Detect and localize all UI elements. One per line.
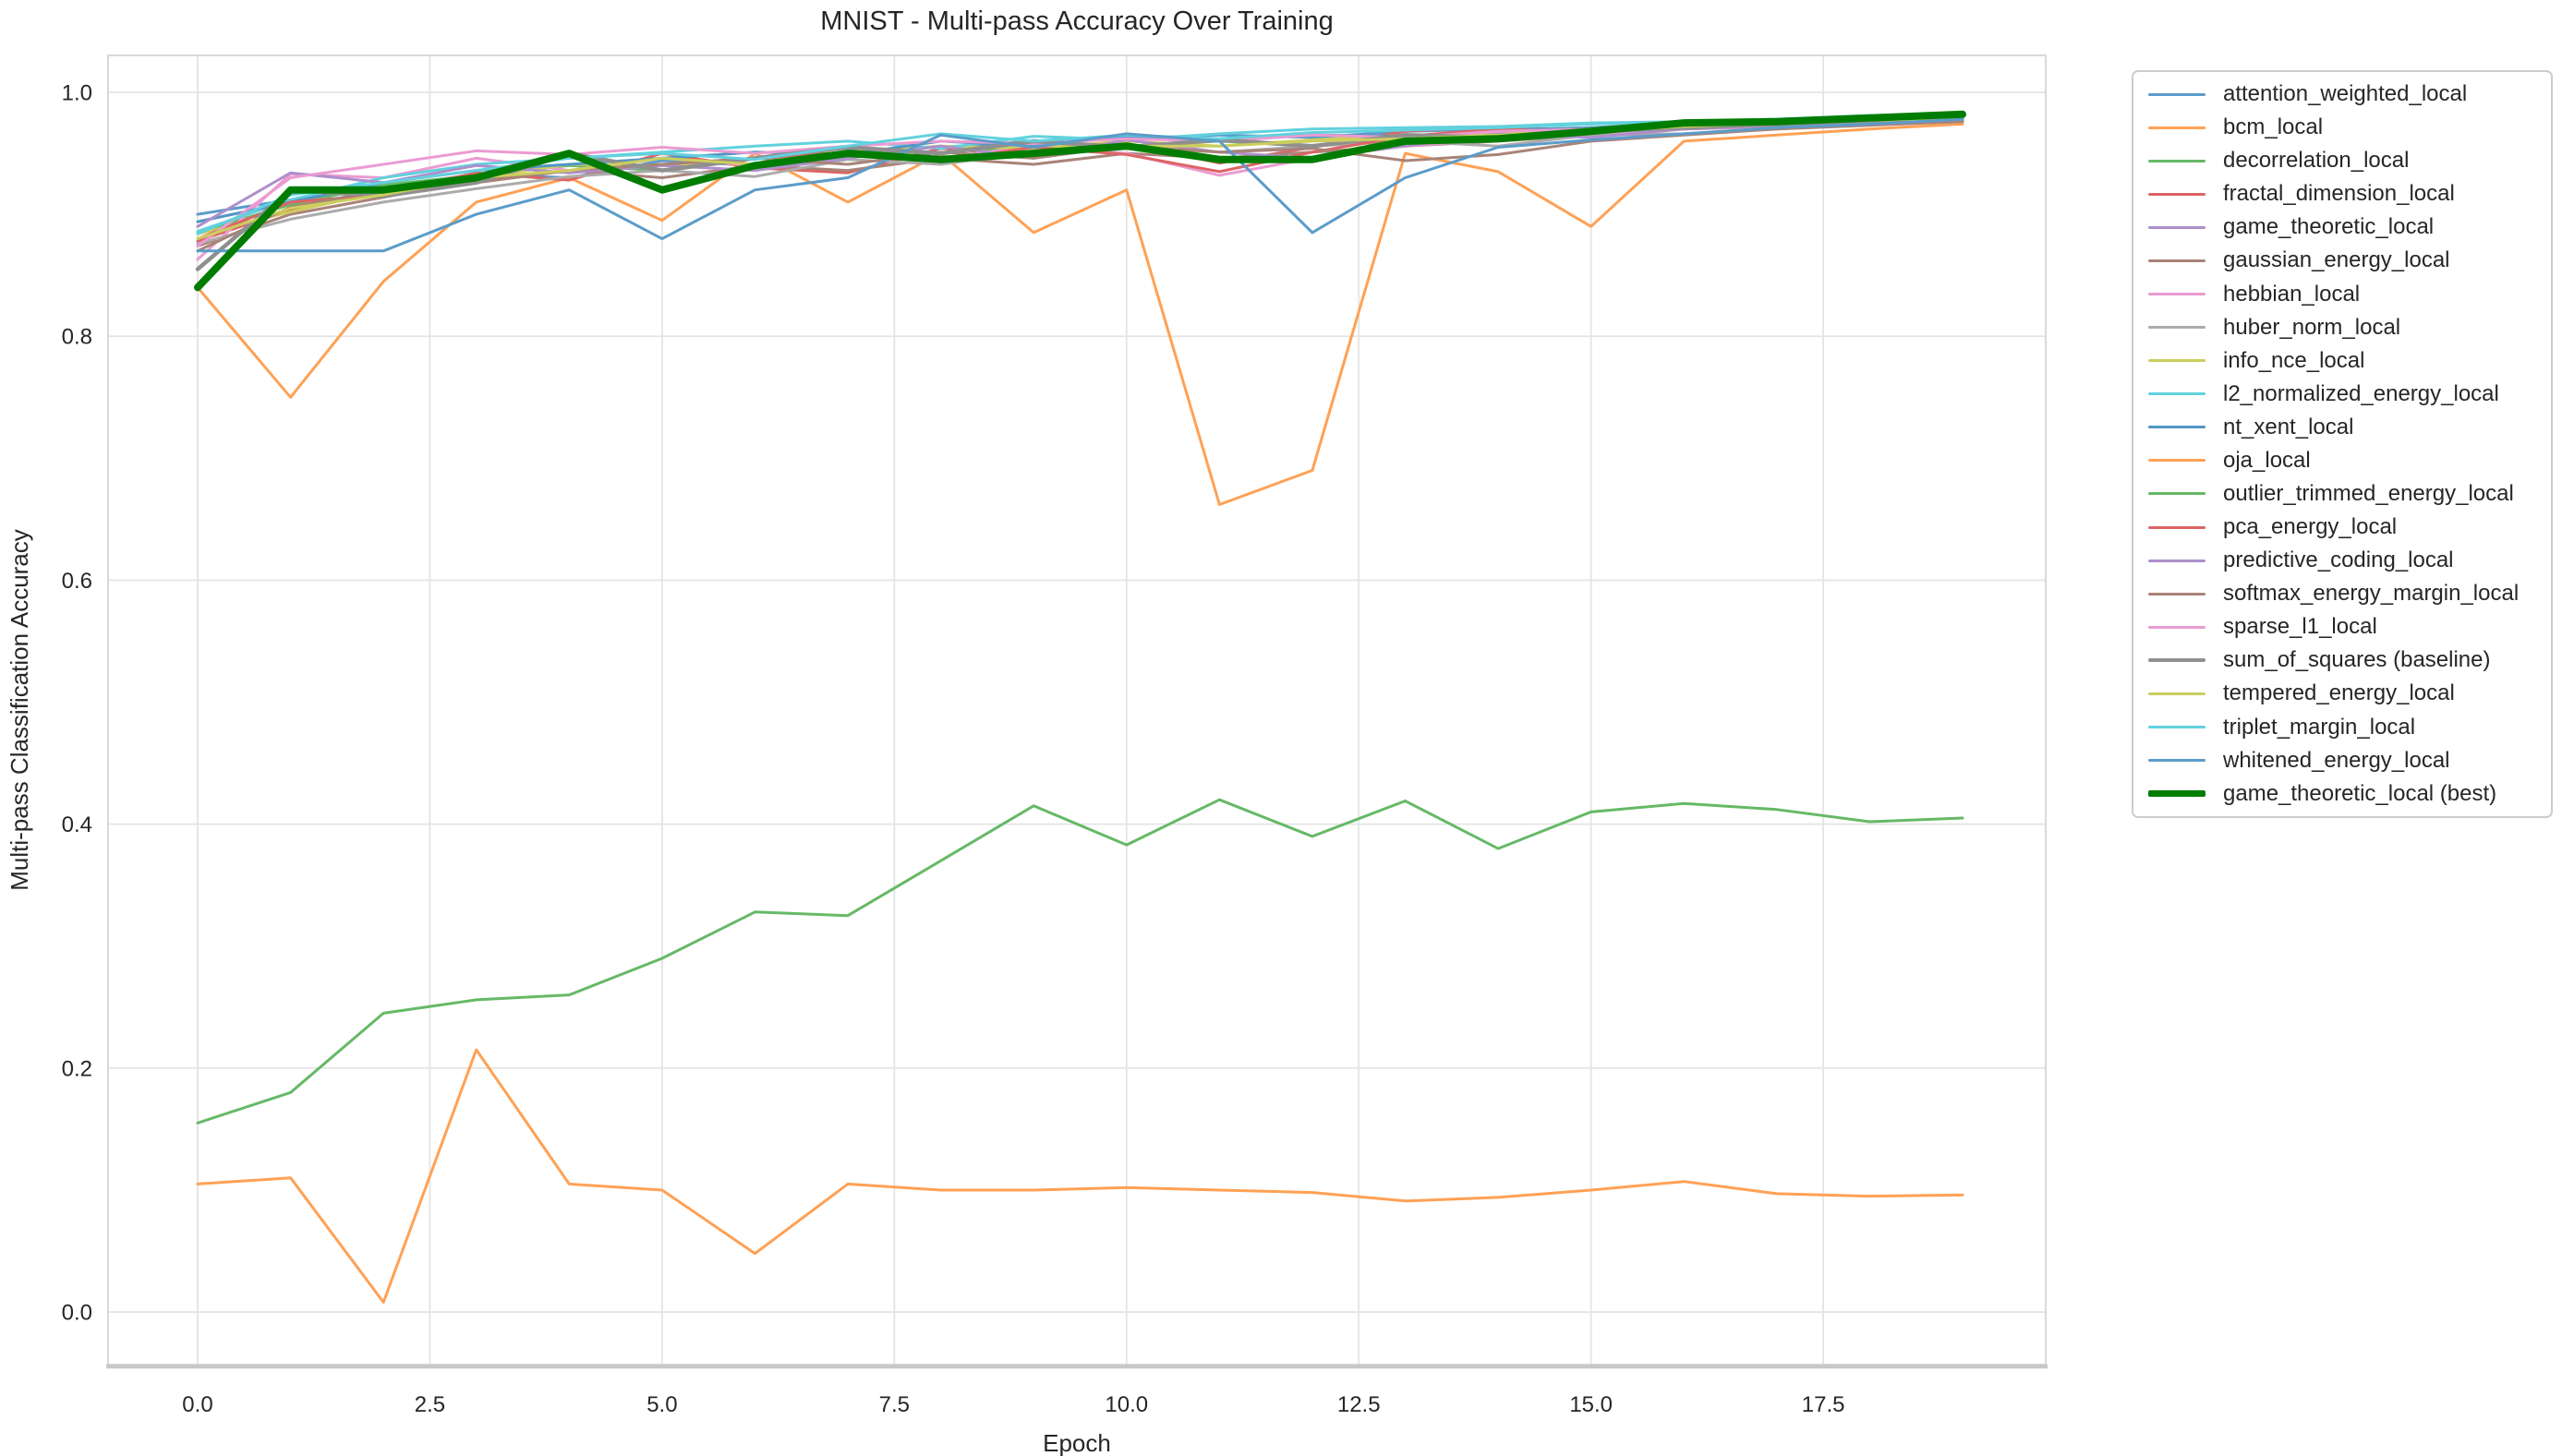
legend-swatch	[2148, 692, 2205, 695]
legend-item-attention-weighted-local: attention_weighted_local	[2133, 78, 2551, 110]
legend-swatch	[2148, 726, 2205, 729]
x-tick-label: 2.5	[415, 1392, 445, 1417]
legend-item-game-theoretic-local: game_theoretic_local	[2133, 211, 2551, 243]
legend-label: triplet_margin_local	[2223, 714, 2416, 740]
series-line-game-theoretic-local-best	[194, 110, 1966, 292]
legend-item-gaussian-energy-local: gaussian_energy_local	[2133, 245, 2551, 276]
series-line-whitened-energy-local	[196, 117, 1964, 253]
legend-item-whitened-energy-local: whitened_energy_local	[2133, 745, 2551, 776]
legend-item-l2-normalized-energy-local: l2_normalized_energy_local	[2133, 379, 2551, 410]
y-tick-label: 0.6	[62, 569, 92, 594]
x-axis-label: Epoch	[1043, 1429, 1111, 1456]
legend-item-sum-of-squares-baseline: sum_of_squares (baseline)	[2133, 644, 2551, 676]
legend-swatch	[2148, 126, 2205, 129]
legend-label: nt_xent_local	[2223, 414, 2354, 439]
x-tick-label: 12.5	[1337, 1392, 1381, 1417]
y-tick-label: 0.8	[62, 325, 92, 350]
legend-label: huber_norm_local	[2223, 314, 2401, 340]
series-layer	[194, 110, 1966, 1304]
y-tick-label: 1.0	[62, 81, 92, 106]
legend-item-fractal-dimension-local: fractal_dimension_local	[2133, 178, 2551, 210]
legend-swatch	[2148, 326, 2205, 330]
legend-swatch	[2148, 759, 2205, 763]
legend-label: sum_of_squares (baseline)	[2223, 647, 2491, 673]
legend-item-softmax-energy-margin-local: softmax_energy_margin_local	[2133, 578, 2551, 609]
legend-swatch	[2148, 459, 2205, 463]
legend-item-pca-energy-local: pca_energy_local	[2133, 511, 2551, 543]
legend-swatch	[2148, 492, 2205, 496]
spine-layer	[106, 54, 2048, 1369]
y-tick-label: 0.2	[62, 1056, 92, 1081]
legend-swatch	[2148, 525, 2205, 529]
legend-swatch	[2148, 192, 2205, 196]
x-tick-label: 15.0	[1569, 1392, 1613, 1417]
x-tick-label: 5.0	[647, 1392, 677, 1417]
y-tick-label: 0.0	[62, 1301, 92, 1326]
legend-label: l2_normalized_energy_local	[2223, 380, 2499, 406]
legend-label: softmax_energy_margin_local	[2223, 581, 2520, 607]
legend-label: outlier_trimmed_energy_local	[2223, 480, 2514, 506]
legend-label: whitened_energy_local	[2223, 747, 2450, 773]
y-axis-label: Multi-pass Classification Accuracy	[6, 529, 33, 891]
legend-label: info_nce_local	[2223, 347, 2365, 373]
legend-swatch	[2148, 359, 2205, 363]
legend-swatch	[2148, 293, 2205, 295]
legend-swatch	[2148, 259, 2205, 262]
legend-label: gaussian_energy_local	[2223, 247, 2450, 273]
legend-item-oja-local: oja_local	[2133, 445, 2551, 476]
x-tick-label: 0.0	[182, 1392, 212, 1417]
legend-item-game-theoretic-local-best: game_theoretic_local (best)	[2133, 778, 2551, 810]
legend-item-bcm-local: bcm_local	[2133, 112, 2551, 143]
legend-swatch	[2148, 392, 2205, 396]
legend-swatch	[2148, 592, 2205, 596]
legend-label: tempered_energy_local	[2223, 680, 2455, 706]
legend-item-info-nce-local: info_nce_local	[2133, 345, 2551, 377]
legend-item-outlier-trimmed-energy-local: outlier_trimmed_energy_local	[2133, 478, 2551, 510]
series-line-outlier-trimmed-energy-local	[196, 798, 1964, 1125]
legend-swatch	[2148, 559, 2205, 562]
x-tick-label: 17.5	[1802, 1392, 1845, 1417]
series-line-oja-local	[196, 1048, 1964, 1304]
legend-item-huber-norm-local: huber_norm_local	[2133, 312, 2551, 343]
legend-item-decorrelation-local: decorrelation_local	[2133, 145, 2551, 176]
legend-item-predictive-coding-local: predictive_coding_local	[2133, 545, 2551, 576]
legend-swatch	[2148, 658, 2205, 663]
tick-layer: 0.0 2.5 5.0 7.5 10.0 12.5 15.0 17.5 0.0 0.2 0.4 0.6…	[62, 81, 1845, 1417]
legend-swatch	[2148, 625, 2205, 629]
legend-item-nt-xent-local: nt_xent_local	[2133, 412, 2551, 443]
grid-layer	[108, 55, 2046, 1365]
legend-label: fractal_dimension_local	[2223, 181, 2455, 207]
legend-label: attention_weighted_local	[2223, 81, 2468, 107]
legend-swatch	[2148, 790, 2205, 798]
chart-title: MNIST - Multi-pass Accuracy Over Trainin…	[820, 6, 1333, 36]
y-tick-label: 0.4	[62, 812, 92, 837]
legend-label: decorrelation_local	[2223, 148, 2410, 174]
legend-label: bcm_local	[2223, 114, 2324, 140]
x-tick-label: 7.5	[879, 1392, 910, 1417]
legend-item-hebbian-local: hebbian_local	[2133, 279, 2551, 310]
legend-label: game_theoretic_local	[2223, 214, 2435, 240]
plot-area	[108, 55, 2046, 1365]
legend-item-triplet-margin-local: triplet_margin_local	[2133, 712, 2551, 743]
legend-label: game_theoretic_local (best)	[2223, 780, 2497, 806]
x-tick-label: 10.0	[1105, 1392, 1148, 1417]
legend-swatch	[2148, 225, 2205, 229]
legend-label: sparse_l1_local	[2223, 614, 2377, 640]
legend-label: hebbian_local	[2223, 281, 2361, 307]
legend-swatch	[2148, 92, 2205, 96]
legend-swatch	[2148, 159, 2205, 162]
legend-item-sparse-l1-local: sparse_l1_local	[2133, 611, 2551, 643]
legend-label: oja_local	[2223, 447, 2311, 473]
legend-swatch	[2148, 426, 2205, 429]
legend-label: predictive_coding_local	[2223, 548, 2454, 573]
series-line-bcm-local	[196, 122, 1964, 506]
legend-label: pca_energy_local	[2223, 514, 2398, 540]
legend-item-tempered-energy-local: tempered_energy_local	[2133, 678, 2551, 709]
